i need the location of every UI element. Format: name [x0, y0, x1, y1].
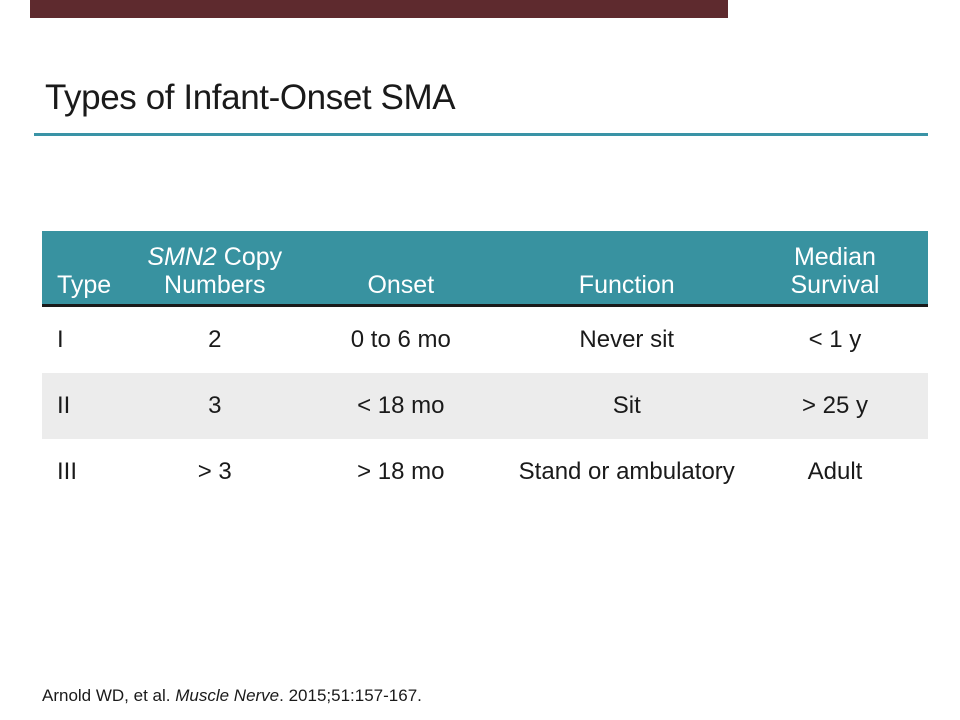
citation: Arnold WD, et al. Muscle Nerve. 2015;51:…: [42, 686, 422, 706]
header-function-label: Function: [578, 271, 675, 299]
top-accent-bar: [30, 0, 728, 18]
cell-function: Sit: [511, 373, 742, 439]
sma-types-table: Type SMN2 Copy Numbers Onset Function Me…: [42, 231, 928, 505]
header-function: Function: [511, 231, 742, 307]
cell-median-survival: < 1 y: [808, 326, 862, 353]
cell-function: Never sit: [579, 326, 675, 353]
cell-copy-numbers: 3: [139, 373, 291, 439]
cell-median-survival: Adult: [807, 458, 863, 485]
header-onset: Onset: [290, 231, 512, 307]
header-median-line1: Median: [793, 243, 876, 271]
citation-suffix: . 2015;51:157-167.: [279, 686, 422, 705]
header-onset-label: Onset: [367, 271, 435, 299]
citation-prefix: Arnold WD, et al.: [42, 686, 176, 705]
header-type: Type: [42, 231, 140, 307]
table-row-type-1: I 2 0 to 6 mo Never sit < 1 y: [42, 306, 928, 374]
cell-function: Stand or ambulatory: [518, 458, 735, 485]
table-header-row: Type SMN2 Copy Numbers Onset Function Me…: [42, 231, 928, 307]
cell-type: I: [57, 326, 64, 353]
cell-onset: < 18 mo: [290, 373, 512, 439]
title-underline-rule: [34, 133, 928, 136]
header-smn2-line2: Numbers: [164, 271, 266, 299]
header-smn2-copy-numbers: SMN2 Copy Numbers: [139, 231, 291, 307]
cell-median-survival: > 25 y: [741, 373, 928, 439]
cell-type: III: [57, 458, 78, 485]
header-median-line2: Survival: [790, 271, 880, 299]
header-smn2-line1: SMN2 Copy: [139, 243, 290, 271]
cell-type: II: [42, 373, 140, 439]
header-smn2-copy-label: Copy: [216, 243, 283, 271]
table-row-type-2: II 3 < 18 mo Sit > 25 y: [42, 373, 928, 439]
cell-onset: 0 to 6 mo: [350, 326, 451, 353]
cell-copy-numbers: > 3: [197, 458, 232, 485]
cell-copy-numbers: 2: [208, 326, 222, 353]
cell-onset: > 18 mo: [357, 458, 445, 485]
slide-title: Types of Infant-Onset SMA: [45, 78, 456, 117]
smn2-gene-italic: SMN2: [147, 243, 217, 271]
citation-journal-italic: Muscle Nerve: [175, 686, 280, 705]
header-type-label: Type: [57, 271, 112, 299]
header-median-survival: Median Survival: [741, 231, 928, 307]
table-row-type-3: III > 3 > 18 mo Stand or ambulatory Adul…: [42, 439, 928, 505]
